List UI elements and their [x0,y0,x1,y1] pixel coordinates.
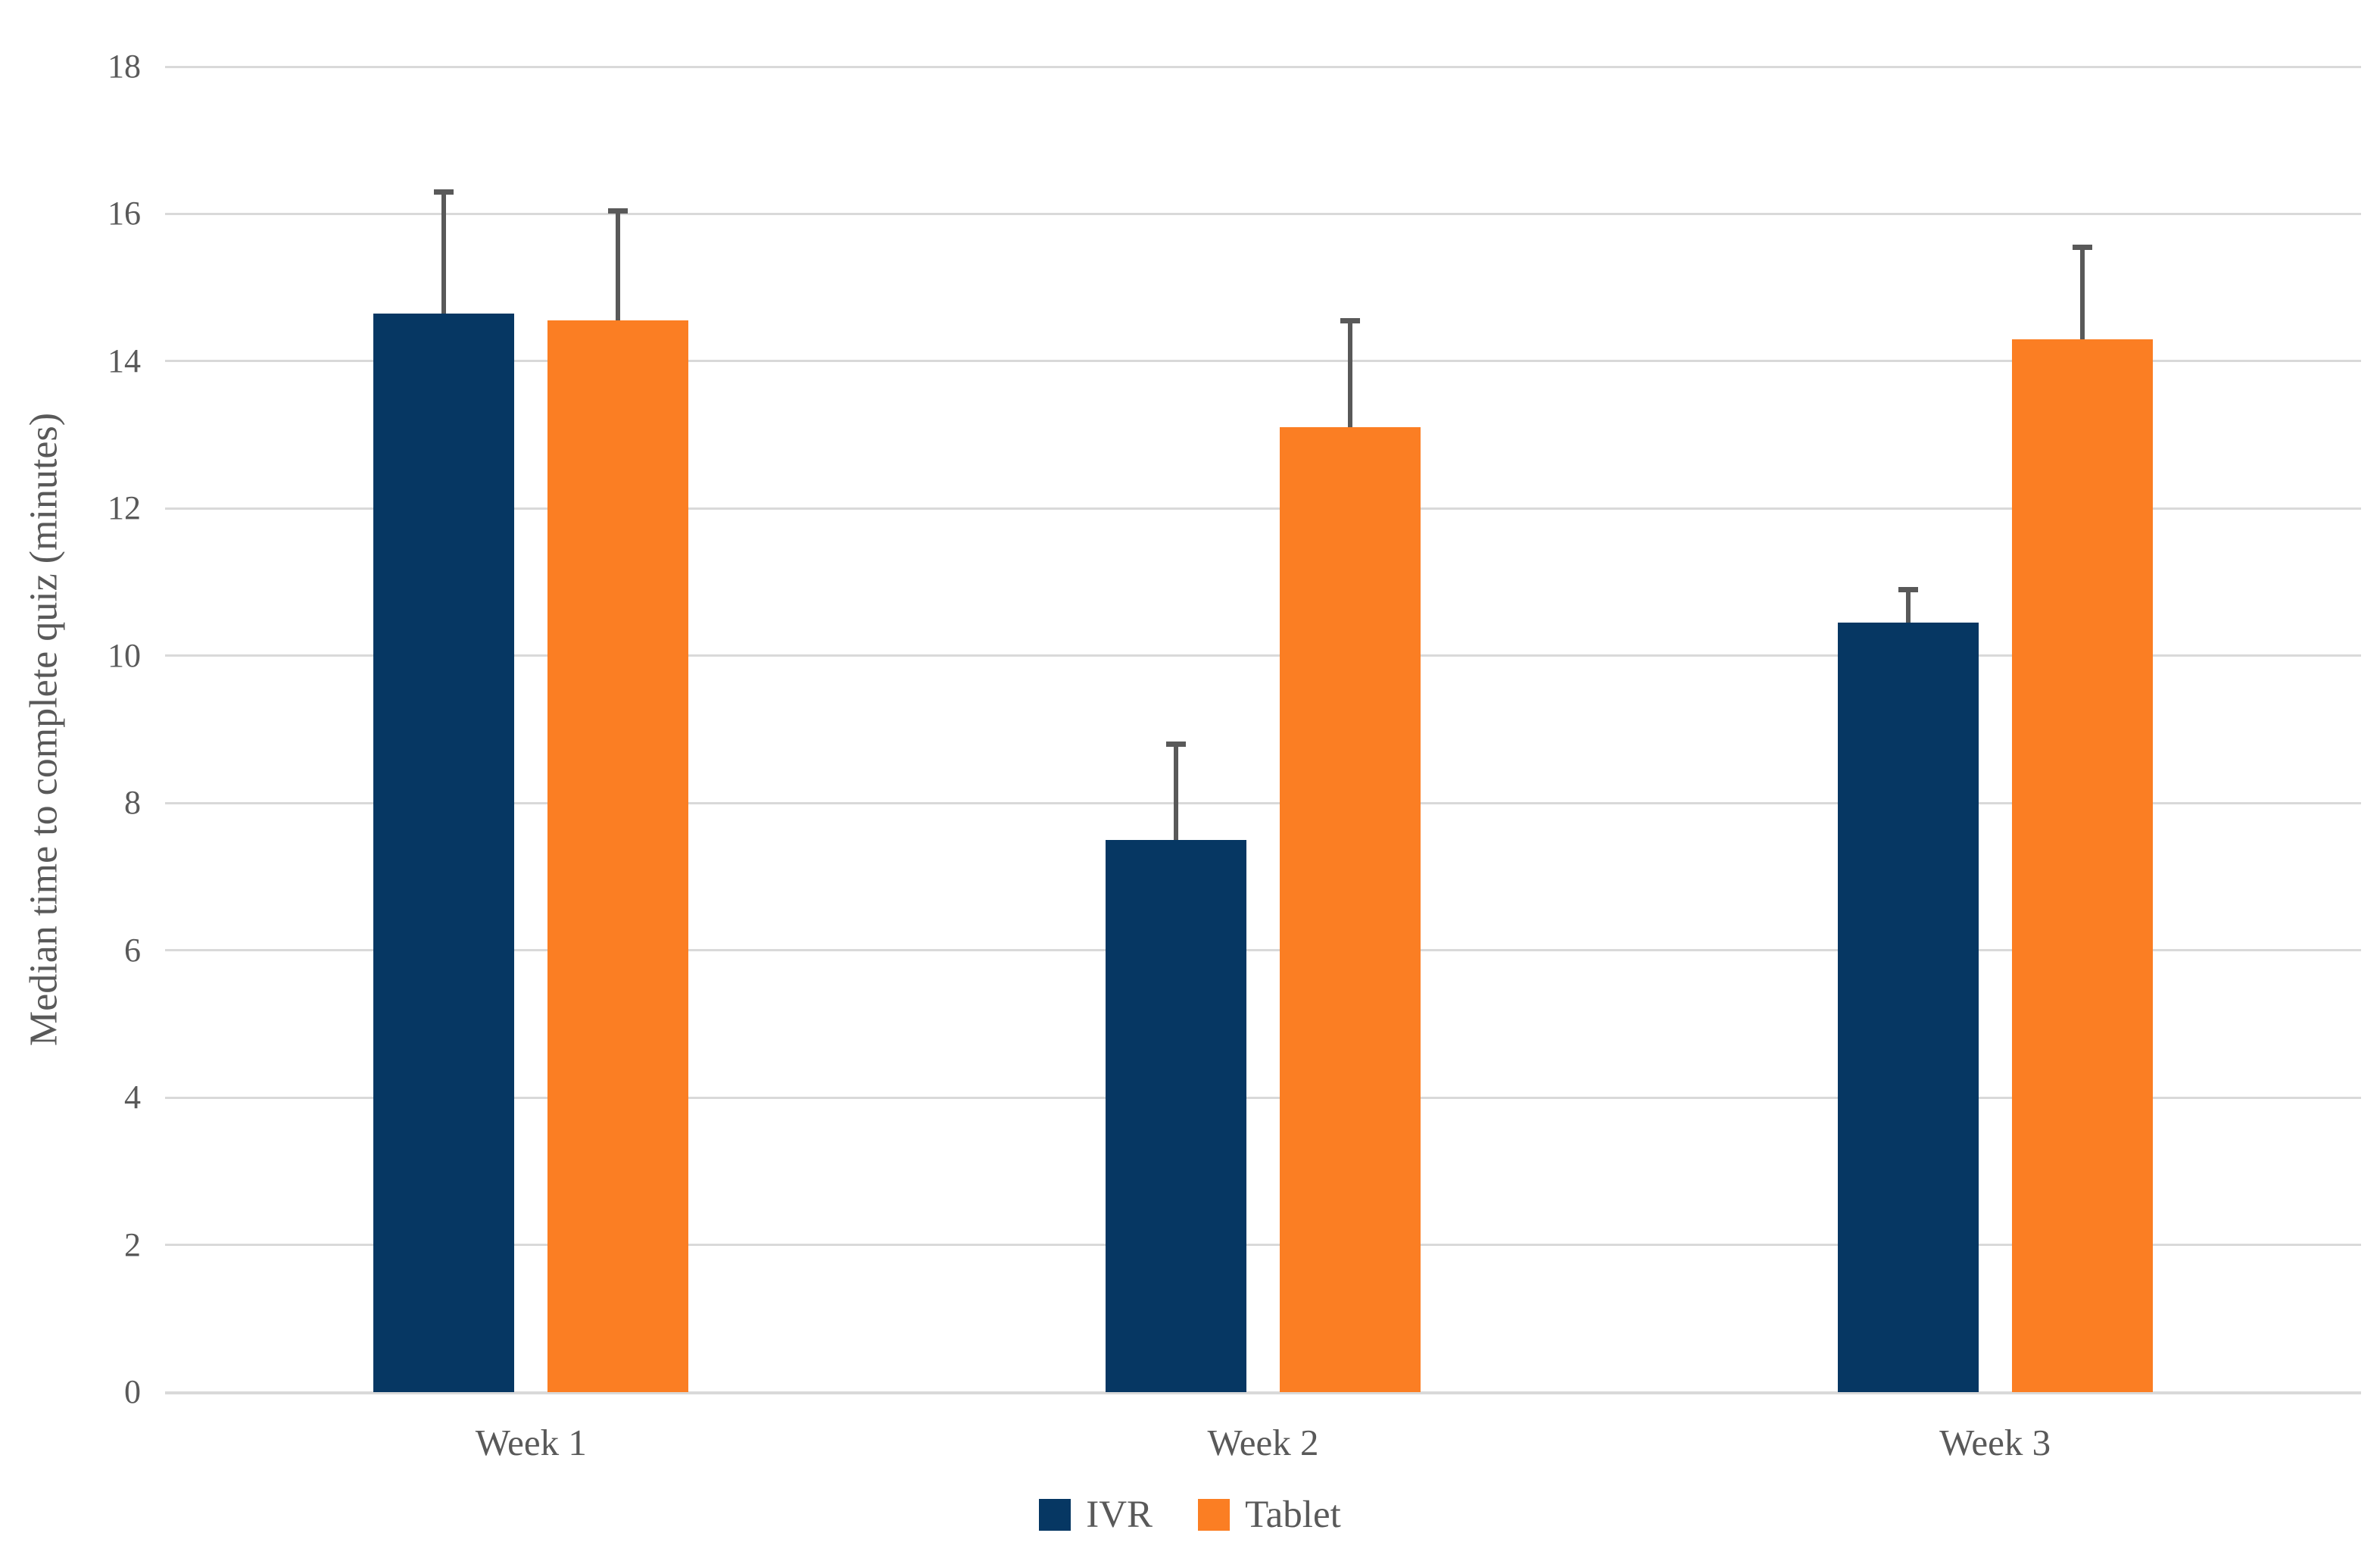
gridline-18 [165,65,2361,68]
gridline-2 [165,1244,2361,1247]
legend-label-tablet: Tablet [1245,1493,1341,1536]
error-cap-ivr-week-3 [1898,587,1918,593]
bar-tablet-week-1 [547,320,689,1392]
bar-ivr-week-2 [1106,839,1246,1392]
legend-item-tablet: Tablet [1198,1493,1341,1536]
y-tick-label-18: 18 [108,48,141,85]
gridline-0 [165,1391,2361,1394]
error-bar-tablet-week-1 [616,210,621,321]
y-tick-label-6: 6 [124,931,141,969]
legend-marker-tablet [1198,1499,1231,1531]
error-bar-ivr-week-3 [1905,589,1911,623]
gridline-4 [165,1096,2361,1099]
y-tick-label-2: 2 [124,1225,141,1263]
legend-marker-ivr [1039,1499,1071,1531]
error-cap-tablet-week-1 [608,208,629,214]
gridline-16 [165,212,2361,215]
y-tick-label-0: 0 [124,1373,141,1410]
y-tick-label-16: 16 [108,195,141,233]
error-cap-tablet-week-2 [1340,318,1360,324]
y-tick-label-8: 8 [124,784,141,822]
y-tick-label-10: 10 [108,636,141,674]
bar-tablet-week-3 [2011,339,2153,1392]
plot-area [165,65,2361,1394]
error-bar-ivr-week-1 [441,192,447,314]
x-axis-label-week-2: Week 2 [1207,1422,1319,1463]
legend-label-ivr: IVR [1086,1493,1153,1536]
error-cap-tablet-week-3 [2072,245,2092,251]
gridline-14 [165,360,2361,363]
bar-ivr-week-3 [1837,623,1979,1392]
gridline-6 [165,949,2361,952]
gridline-10 [165,654,2361,657]
x-axis-label-week-3: Week 3 [1939,1422,2051,1463]
gridline-12 [165,507,2361,510]
error-bar-tablet-week-3 [2079,247,2085,339]
error-bar-ivr-week-2 [1174,744,1178,840]
y-tick-label-12: 12 [108,489,141,527]
legend: IVR Tablet [0,1483,2380,1547]
error-cap-ivr-week-1 [434,189,454,195]
gridline-8 [165,801,2361,804]
y-tick-label-14: 14 [108,342,141,379]
y-tick-label-4: 4 [124,1079,141,1116]
error-bar-tablet-week-2 [1348,320,1352,428]
legend-item-ivr: IVR [1039,1493,1153,1536]
bar-ivr-week-1 [373,313,515,1392]
x-axis-label-week-1: Week 1 [475,1422,587,1463]
error-cap-ivr-week-2 [1166,742,1186,748]
bar-tablet-week-2 [1280,427,1421,1392]
